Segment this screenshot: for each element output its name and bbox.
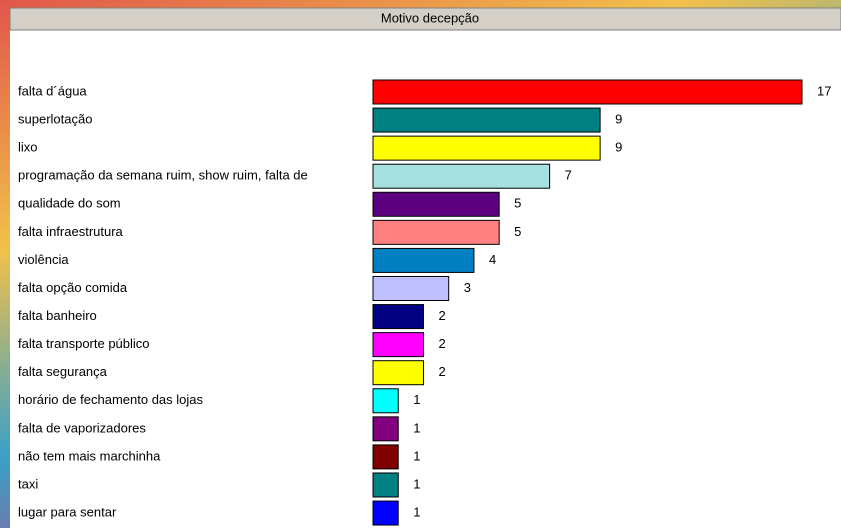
value-label: 1 xyxy=(413,392,420,407)
bar xyxy=(372,135,601,161)
value-label: 9 xyxy=(615,112,622,127)
bar xyxy=(372,247,475,273)
category-label: taxi xyxy=(18,476,38,491)
value-label: 2 xyxy=(438,364,445,379)
bar xyxy=(372,472,399,498)
category-label: falta segurança xyxy=(18,364,108,379)
value-label: 7 xyxy=(565,168,572,183)
bar xyxy=(372,163,551,189)
value-label: 1 xyxy=(413,448,420,463)
bar xyxy=(372,191,500,217)
chart-title: Motivo decepção xyxy=(381,10,479,25)
bar xyxy=(372,107,601,133)
value-label: 2 xyxy=(438,336,445,351)
bar xyxy=(372,388,399,414)
category-label: falta d´água xyxy=(18,83,87,98)
title-bar xyxy=(9,7,841,31)
value-label: 1 xyxy=(413,504,420,519)
category-label: programação da semana ruim, show ruim, f… xyxy=(18,168,308,183)
category-label: lixo xyxy=(18,140,38,155)
category-label: qualidade do som xyxy=(18,196,121,211)
value-label: 1 xyxy=(413,420,420,435)
bar xyxy=(372,360,424,386)
bar xyxy=(372,304,424,330)
category-label: superlotação xyxy=(18,112,92,127)
value-label: 1 xyxy=(413,476,420,491)
category-label: não tem mais marchinha xyxy=(18,448,161,463)
bar xyxy=(372,332,424,358)
bar xyxy=(372,79,803,105)
bar xyxy=(372,416,399,442)
category-label: violência xyxy=(18,252,69,267)
category-label: falta transporte público xyxy=(18,336,150,351)
value-label: 2 xyxy=(438,308,445,323)
bar xyxy=(372,275,450,301)
value-label: 5 xyxy=(514,224,521,239)
category-label: falta infraestrutura xyxy=(18,224,124,239)
category-label: horário de fechamento das lojas xyxy=(18,392,204,407)
category-label: lugar para sentar xyxy=(18,504,117,519)
value-label: 5 xyxy=(514,196,521,211)
category-label: falta de vaporizadores xyxy=(18,420,146,435)
bar xyxy=(372,219,500,245)
category-label: falta banheiro xyxy=(18,308,97,323)
bar xyxy=(372,444,399,470)
value-label: 17 xyxy=(817,83,831,98)
value-label: 9 xyxy=(615,140,622,155)
bar xyxy=(372,500,399,526)
value-label: 3 xyxy=(464,280,471,295)
value-label: 4 xyxy=(489,252,496,267)
category-label: falta opção comida xyxy=(18,280,128,295)
